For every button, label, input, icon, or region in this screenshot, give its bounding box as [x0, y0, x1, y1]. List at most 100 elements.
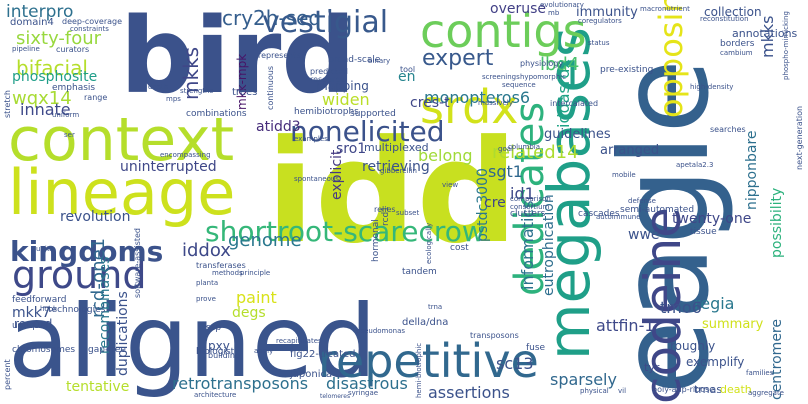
word-massively: massively — [478, 99, 513, 107]
word-phosphosite: phosphosite — [12, 69, 98, 85]
word-supported: supported — [350, 109, 396, 119]
word-semi-automated: semi-automated — [620, 205, 695, 215]
word-coregulators: coregulators — [578, 17, 622, 25]
word-ground: ground — [12, 253, 147, 297]
word-examples: examples — [294, 135, 328, 143]
word-architecture: architecture — [194, 391, 237, 399]
word-twenty-one: twenty-one — [672, 211, 752, 227]
word-iddox: iddox — [182, 240, 231, 261]
word-bird: bird — [120, 0, 356, 117]
word-centromere: centromere — [769, 319, 785, 400]
word-emphasis: emphasis — [52, 83, 96, 93]
word-exemplify: exemplify — [686, 355, 745, 369]
word-wqx14: wqx14 — [12, 88, 72, 109]
word-vil: vil — [618, 387, 627, 395]
word-tyr: tyr — [644, 361, 660, 374]
word-binary: binary — [368, 57, 391, 65]
word-families: families — [746, 369, 774, 377]
word-ssp: ssp — [206, 323, 222, 333]
word-shortroot-scarecrow: shortroot-scarecrow — [205, 215, 485, 248]
word-consortium: consortium — [510, 203, 550, 211]
word-status: status — [588, 39, 610, 47]
word-autoimmune: autoimmune — [596, 213, 641, 221]
word-apetala23: apetala2.3 — [676, 161, 714, 169]
word-subset: subset — [396, 209, 420, 217]
word-lbd4: lbd4 — [540, 54, 580, 75]
word-pre-existing: pre-existing — [600, 65, 654, 75]
word-cres-t: cres-t — [410, 95, 450, 111]
word-view: view — [442, 181, 459, 189]
word-mb: mb — [548, 9, 560, 17]
word-contigs: contigs — [420, 4, 587, 58]
word-collection: collection — [704, 5, 762, 19]
word-tmo6: tmo6 — [660, 298, 702, 317]
word-principle: principle — [240, 269, 271, 277]
word-software-assisted: software-assisted — [133, 227, 142, 298]
word-represents: represents — [258, 51, 301, 60]
word-della-dna: della/dna — [402, 317, 449, 328]
word-regia: regia — [694, 294, 735, 313]
word-phospho-mimicking: phospho-mimicking — [782, 11, 790, 80]
word-cascades: cascades — [578, 209, 620, 219]
word-flg22-treated: flg22-treated — [290, 349, 356, 360]
word-resource: resource — [310, 75, 345, 84]
word-opposing: opposing — [652, 0, 690, 118]
word-cost: cost — [450, 243, 469, 253]
word-goal: goal — [498, 145, 513, 153]
word-biologist: biologist — [196, 347, 235, 357]
word-poly-adp-ribose: poly-adp-ribose — [652, 385, 715, 394]
word-methods: methods — [212, 269, 243, 277]
word-aggregate: aggregate — [748, 389, 784, 397]
word-physical: physical — [580, 387, 609, 395]
word-interpro: interpro — [6, 2, 74, 22]
word-assertions: assertions — [428, 383, 510, 402]
word-attfin-1: attfin-1 — [596, 316, 655, 335]
word-iddasrdx: iddasrdx — [554, 59, 573, 128]
word-gap-free: gap-free — [88, 345, 126, 355]
word-retrieving: retrieving — [362, 159, 430, 175]
word-borders: borders — [720, 39, 755, 49]
word-ser: ser — [64, 131, 75, 139]
word-hemibiotrophs: hemibiotrophs — [294, 107, 359, 117]
word-innate: innate — [20, 100, 71, 119]
word-domain4: domain4 — [10, 17, 54, 28]
word-hormonal: hormonal — [371, 219, 381, 262]
word-multiplexed: multiplexed — [364, 141, 429, 154]
word-atidd3: atidd3 — [256, 119, 301, 135]
word-range: range — [84, 93, 108, 102]
word-japonica: japonica — [290, 369, 333, 380]
word-arranged: arranged — [600, 143, 660, 158]
word-syringae: syringae — [348, 389, 379, 397]
word-possibility: possibility — [769, 187, 785, 258]
word-strengths: strengths — [180, 87, 214, 95]
word-transposons: transposons — [470, 331, 519, 340]
word-bifacial: bifacial — [16, 56, 88, 80]
word-roughly: roughly — [670, 339, 716, 353]
word-reconstitution: reconstitution — [700, 15, 749, 23]
word-telomeres: telomeres — [320, 393, 351, 400]
word-tissue: tissue — [690, 227, 717, 237]
word-context: context — [8, 105, 235, 175]
word-summary: summary — [702, 317, 764, 332]
word-technologies: technologies — [48, 305, 106, 315]
word-en: en — [398, 69, 416, 85]
word-expert: expert — [422, 46, 494, 71]
word-comparison: comparison — [510, 195, 551, 203]
word-mkk-mpk: mkk-mpk — [235, 53, 249, 110]
word-stretch: stretch — [3, 90, 12, 118]
word-constraints: constraints — [70, 25, 109, 33]
word-related14: related14 — [492, 142, 579, 163]
word-monopteros6: monopteros6 — [424, 88, 531, 107]
word-cry2h-seq: cry2h-seq — [222, 6, 322, 30]
word-curators: curators — [56, 45, 90, 54]
word-physiology: physiology — [520, 59, 564, 68]
word-hemi-biotrophic: hemi-biotrophic — [415, 342, 423, 398]
word-cambium: cambium — [720, 49, 753, 57]
word-pipeline: pipeline — [12, 45, 40, 53]
word-tool: tool — [400, 65, 416, 74]
word-chromosomes: chromosomes — [12, 345, 76, 355]
word-defense: defense — [628, 197, 656, 205]
word-genome: genome — [228, 230, 302, 251]
word-screenings: screenings — [482, 73, 520, 81]
